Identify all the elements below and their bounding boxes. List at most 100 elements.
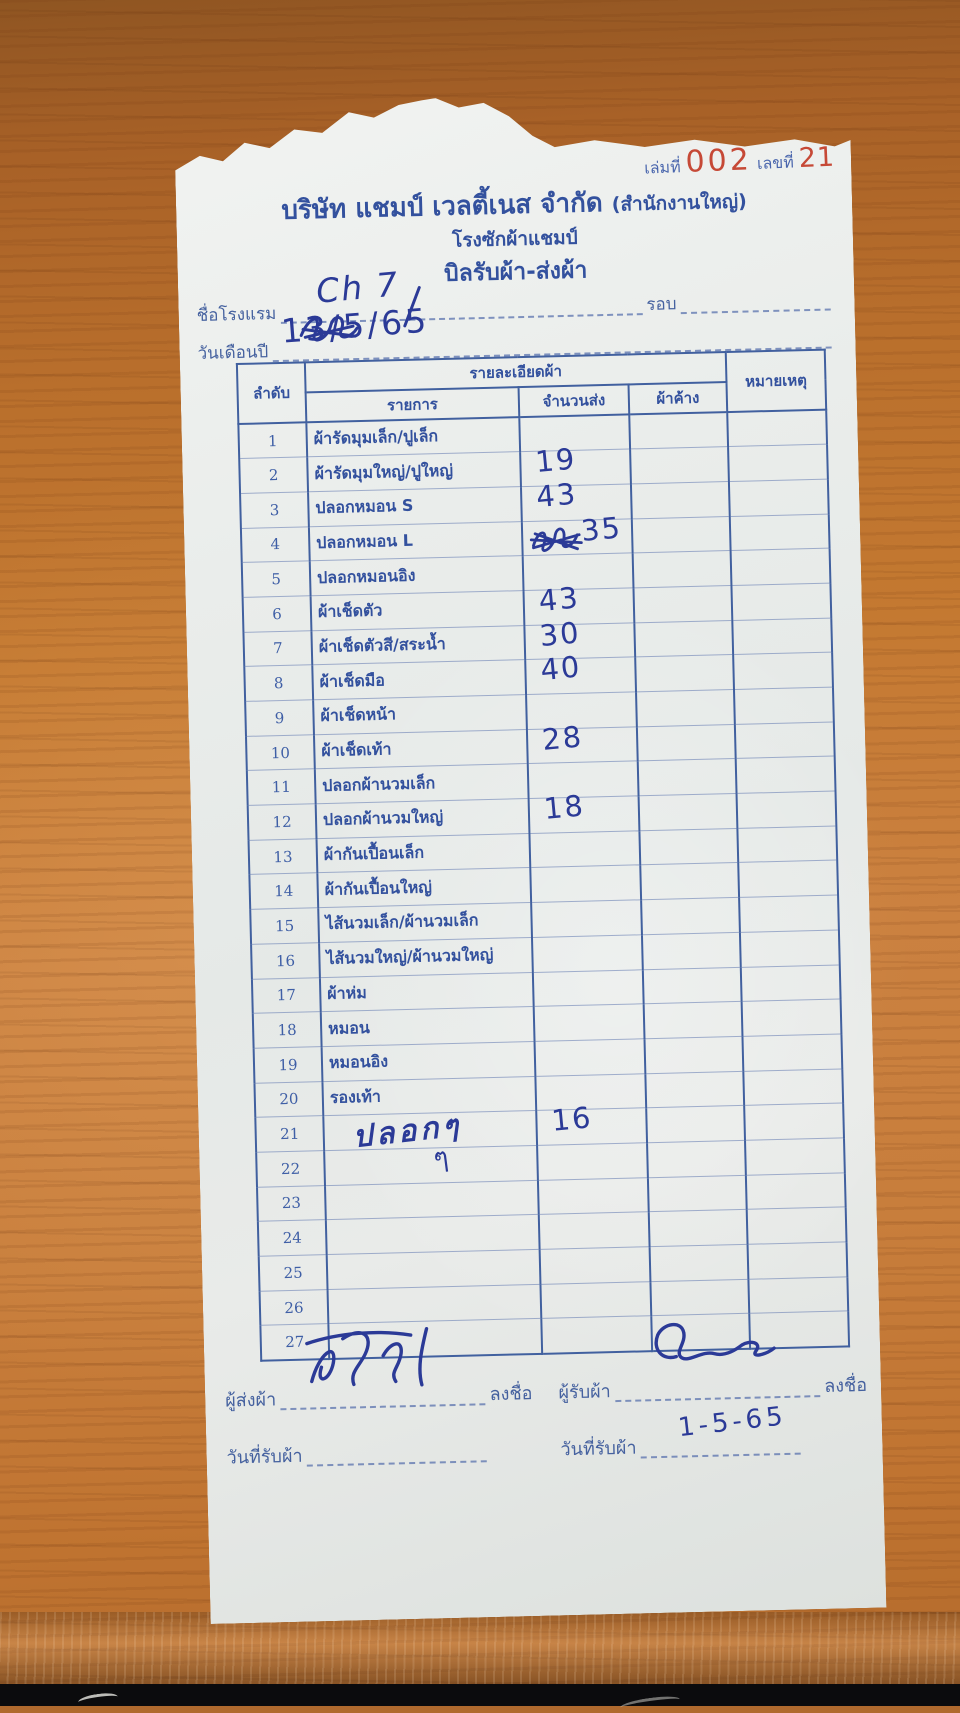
laundry-bill-paper: เล่มที่ 002 เลขที่ 21 บริษัท แชมป์ เวลตี… bbox=[174, 88, 887, 1624]
remark-cell bbox=[734, 687, 834, 724]
remark-cell bbox=[741, 964, 841, 1001]
qty-pending-cell bbox=[636, 689, 735, 726]
row-number: 4 bbox=[241, 526, 310, 562]
dark-floor-strip bbox=[0, 1684, 960, 1706]
bill-no-label: เลขที่ bbox=[756, 152, 795, 173]
qty-pending-cell bbox=[650, 1279, 749, 1316]
sender-signature bbox=[298, 1319, 490, 1402]
item-cell: ผ้าห่ม bbox=[320, 972, 534, 1012]
row-number: 1 bbox=[238, 422, 307, 458]
item-cell: ผ้ากันเปื้อนใหญ่ bbox=[317, 868, 531, 908]
row-number: 12 bbox=[248, 804, 317, 840]
qty-pending-cell bbox=[650, 1244, 749, 1281]
hotel-name-label: ชื่อโรงแรม bbox=[196, 304, 277, 326]
remark-cell bbox=[733, 652, 833, 689]
qty-pending-cell bbox=[649, 1210, 748, 1247]
row-number: 24 bbox=[258, 1220, 327, 1256]
item-label: รองเท้า bbox=[329, 1086, 382, 1107]
row-number: 8 bbox=[244, 665, 313, 701]
round-label: รอบ bbox=[646, 294, 677, 315]
item-cell: ผ้าเช็ดตัว bbox=[311, 591, 525, 631]
qty-sent-cell bbox=[534, 1004, 645, 1041]
crossed-out-number-scribble bbox=[529, 522, 588, 553]
company-branch-suffix: (สำนักงานใหญ่) bbox=[611, 190, 748, 216]
qty-sent-cell bbox=[537, 1143, 648, 1180]
qty-sent-cell: 16 bbox=[536, 1108, 647, 1145]
handwritten-qty: 40 bbox=[538, 649, 583, 688]
row-number: 2 bbox=[239, 457, 308, 493]
remark-cell bbox=[731, 548, 831, 585]
qty-pending-cell bbox=[642, 932, 741, 969]
book-number-label: เล่มที่ bbox=[643, 157, 682, 178]
item-cell bbox=[324, 1145, 538, 1185]
qty-pending-cell bbox=[639, 828, 738, 865]
remark-cell bbox=[738, 860, 838, 897]
received-date-blank-left bbox=[306, 1446, 486, 1466]
item-label: ปลอกผ้านวมเล็ก bbox=[321, 773, 436, 795]
receiver-label: ผู้รับผ้า bbox=[558, 1381, 612, 1404]
remark-cell bbox=[737, 791, 837, 828]
item-cell: ไส้นวมเล็ก/ผ้านวมเล็ก bbox=[318, 903, 532, 943]
qty-pending-cell bbox=[630, 447, 729, 484]
round-blank bbox=[680, 294, 830, 314]
remark-cell bbox=[742, 999, 842, 1036]
remark-cell bbox=[746, 1173, 846, 1210]
remark-cell bbox=[747, 1207, 847, 1244]
item-label: ปลอกหมอน S bbox=[315, 495, 414, 518]
col-header-qty-sent: จำนวนส่ง bbox=[519, 384, 630, 417]
item-cell: ผ้าเช็ดมือ bbox=[312, 660, 526, 700]
item-cell: ไส้นวมใหญ่/ผ้านวมใหญ่ bbox=[319, 937, 533, 977]
qty-sent-cell: 35 bbox=[522, 518, 633, 555]
qty-pending-cell bbox=[647, 1140, 746, 1177]
qty-pending-cell bbox=[641, 898, 740, 935]
item-label: ปลอกหมอน L bbox=[316, 530, 414, 553]
item-label: ไส้นวมเล็ก/ผ้านวมเล็ก bbox=[325, 910, 479, 934]
row-number: 22 bbox=[256, 1151, 325, 1187]
col-header-no: ลำดับ bbox=[237, 362, 306, 424]
remark-cell bbox=[736, 756, 836, 793]
company-name-text: บริษัท แชมป์ เวลตี้เนส จำกัด bbox=[281, 188, 603, 226]
remark-cell bbox=[748, 1277, 848, 1314]
handwritten-qty: 28 bbox=[540, 719, 585, 757]
row-number: 19 bbox=[254, 1047, 323, 1083]
qty-pending-cell bbox=[643, 967, 742, 1004]
received-date-label-left: วันที่รับผ้า bbox=[226, 1445, 303, 1469]
qty-sent-cell: 40 bbox=[525, 657, 636, 694]
qty-pending-cell bbox=[635, 655, 734, 692]
item-cell: ผ้าเช็ดตัวสี/สระน้ำ bbox=[311, 625, 525, 665]
item-label: ผ้าเช็ดตัวสี/สระน้ำ bbox=[318, 633, 446, 657]
laundry-items-table: ลำดับ รายละเอียดผ้า หมายเหตุ รายการ จำนว… bbox=[236, 349, 848, 1362]
row-number: 21 bbox=[255, 1116, 324, 1152]
book-number-value: 002 bbox=[684, 142, 753, 180]
qty-sent-cell bbox=[540, 1281, 651, 1318]
handwritten-qty: 35 bbox=[579, 509, 624, 548]
qty-pending-cell bbox=[633, 585, 732, 622]
item-label: ปลอกผ้านวมใหญ่ bbox=[322, 807, 444, 830]
remark-cell bbox=[743, 1068, 843, 1105]
row-number: 16 bbox=[251, 942, 320, 978]
col-header-qty-pending: ผ้าค้าง bbox=[629, 382, 728, 414]
item-label: ไส้นวมใหญ่/ผ้านวมใหญ่ bbox=[326, 945, 494, 969]
row-number: 6 bbox=[243, 596, 312, 632]
remark-cell bbox=[740, 930, 840, 967]
item-label: หมอนอิง bbox=[328, 1051, 389, 1073]
qty-sent-cell bbox=[539, 1212, 650, 1249]
handwritten-qty: 43 bbox=[534, 476, 579, 514]
item-cell: หมอนอิง bbox=[322, 1041, 536, 1081]
item-cell: ผ้าเช็ดเท้า bbox=[314, 729, 528, 769]
qty-pending-cell bbox=[648, 1175, 747, 1212]
remark-cell bbox=[744, 1103, 844, 1140]
item-label: ผ้าห่ม bbox=[327, 982, 367, 1003]
table-edge-highlight bbox=[0, 1612, 960, 1690]
received-date-label-right: วันที่รับผ้า bbox=[560, 1437, 637, 1461]
row-number: 13 bbox=[249, 838, 318, 874]
remark-cell bbox=[735, 722, 835, 759]
qty-pending-cell bbox=[633, 551, 732, 588]
row-number: 10 bbox=[246, 734, 315, 770]
qty-sent-cell bbox=[531, 900, 642, 937]
remark-cell bbox=[732, 618, 832, 655]
row-number: 26 bbox=[260, 1289, 329, 1325]
bill-table-body: 1 ผ้ารัดมุมเล็ก/ปูเล็ก 2 ผ้ารัดมุมใหญ่/ปูให… bbox=[238, 410, 849, 1361]
qty-pending-cell bbox=[629, 412, 728, 449]
item-cell: หมอน bbox=[321, 1007, 535, 1047]
